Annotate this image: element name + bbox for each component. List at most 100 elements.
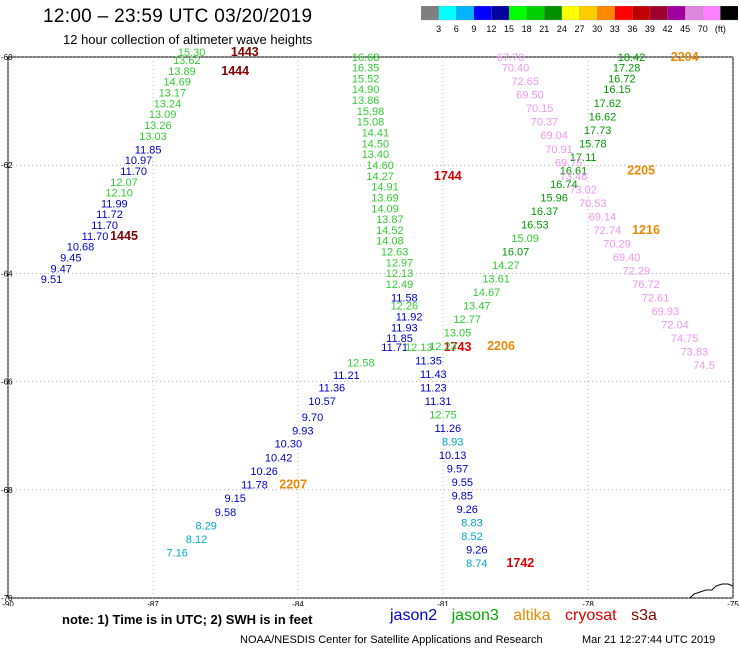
swh-label: 9.45 xyxy=(60,252,81,264)
swh-label: 12.13 xyxy=(405,342,433,354)
pass-id-label: 1443 xyxy=(231,45,259,59)
credit-text: NOAA/NESDIS Center for Satellite Applica… xyxy=(240,634,543,646)
swh-label: 11.26 xyxy=(434,423,461,435)
swh-label: 11.35 xyxy=(415,355,442,367)
swh-label: 11.21 xyxy=(333,370,360,382)
colorbar-label: 27 xyxy=(574,24,584,34)
swh-label: 17.73 xyxy=(584,125,612,137)
swh-label: 76.72 xyxy=(632,279,660,291)
swh-label: 12.77 xyxy=(453,314,481,326)
swh-label: 13.17 xyxy=(159,87,187,99)
pass-id-label: 2204 xyxy=(671,50,699,64)
swh-label: 74.75 xyxy=(671,333,699,345)
swh-label: 15.08 xyxy=(357,117,385,129)
swh-label: 15.52 xyxy=(352,73,380,85)
lat-tick-label: -66 xyxy=(1,378,13,387)
swh-label: 16.15 xyxy=(603,84,631,96)
swh-label: 13.61 xyxy=(482,274,510,286)
swh-label: 8.93 xyxy=(442,436,463,448)
swh-label: 70.15 xyxy=(526,103,554,115)
swh-label: 14.08 xyxy=(376,236,404,248)
swh-label: 13.40 xyxy=(362,149,390,161)
swh-label: 9.47 xyxy=(50,263,71,275)
lat-tick-label: -70 xyxy=(1,594,13,603)
swh-label: 73.02 xyxy=(569,184,597,196)
satellite-legend: jason2 jason3 altika cryosat s3a xyxy=(390,607,667,625)
legend-altika: altika xyxy=(513,607,551,624)
lon-tick-label: -87 xyxy=(147,600,159,606)
swh-label: 14.91 xyxy=(371,182,399,194)
swh-label: 13.47 xyxy=(463,301,491,313)
swh-label: 13.26 xyxy=(144,120,172,132)
swh-label: 10.68 xyxy=(67,242,95,254)
swh-label: 13.24 xyxy=(154,98,182,110)
swh-label: 13.87 xyxy=(376,214,404,226)
pass-id-label: 1742 xyxy=(506,556,534,570)
swh-label: 72.29 xyxy=(623,265,651,277)
swh-label: 14.50 xyxy=(362,138,390,150)
swh-label: 13.03 xyxy=(139,131,167,143)
swh-label: 16.62 xyxy=(589,111,617,123)
swh-label: 70.40 xyxy=(502,63,530,75)
swh-label: 12.58 xyxy=(347,357,375,369)
swh-label: 17.28 xyxy=(613,63,641,75)
swh-label: 16.37 xyxy=(531,206,559,218)
swh-label: 12.26 xyxy=(391,301,419,313)
colorbar-label: 42 xyxy=(663,24,673,34)
swh-label: 9.55 xyxy=(452,477,473,489)
swh-label: 10.26 xyxy=(250,466,278,478)
colorbar-label: 36 xyxy=(627,24,637,34)
swh-label: 9.26 xyxy=(466,545,487,557)
swh-label: 14.27 xyxy=(492,260,520,272)
colorbar-label: 30 xyxy=(592,24,602,34)
colorbar-label: 70 xyxy=(698,24,708,34)
swh-label: 11.85 xyxy=(135,144,162,156)
pass-id-label: 2206 xyxy=(487,339,515,353)
map-subtitle: 12 hour collection of altimeter wave hei… xyxy=(63,32,313,47)
swh-label: 11.36 xyxy=(318,382,345,394)
colorbar-label: 45 xyxy=(680,24,690,34)
swh-label: 69.50 xyxy=(516,90,544,102)
swh-label: 10.42 xyxy=(265,453,293,465)
swh-label: 9.15 xyxy=(224,493,245,505)
swh-label: 14.09 xyxy=(371,203,399,215)
swh-label: 10.30 xyxy=(275,439,303,451)
swh-label: 8.29 xyxy=(195,520,216,532)
swh-label: 69.40 xyxy=(613,252,641,264)
swh-label: 12.10 xyxy=(105,188,133,200)
swh-label: 14.52 xyxy=(376,225,404,237)
swh-label: 9.70 xyxy=(302,412,323,424)
swh-label: 9.51 xyxy=(41,274,62,286)
swh-label: 11.71 xyxy=(381,342,408,354)
swh-label: 14.69 xyxy=(163,77,191,89)
legend-jason3: jason3 xyxy=(451,607,499,624)
legend-jason2: jason2 xyxy=(390,607,438,624)
colorbar-label: 6 xyxy=(454,24,459,34)
swh-label: 18.42 xyxy=(618,52,646,64)
swh-label: 14.27 xyxy=(366,171,394,183)
swh-label: 69.14 xyxy=(589,211,617,223)
swh-label: 14.90 xyxy=(352,84,380,96)
lat-tick-label: -68 xyxy=(1,486,13,495)
swh-label: 70.91 xyxy=(545,144,573,156)
swh-label: 10.57 xyxy=(308,396,336,408)
swh-label: 13.89 xyxy=(168,66,196,78)
lon-tick-label: -84 xyxy=(292,600,304,606)
timestamp-text: Mar 21 12:27:44 UTC 2019 xyxy=(582,634,716,646)
pass-id-label: 1743 xyxy=(444,340,472,354)
swh-label: 11.93 xyxy=(391,322,418,334)
swh-label: 7.16 xyxy=(166,547,187,559)
swh-label: 14.60 xyxy=(366,160,394,172)
swh-label: 15.98 xyxy=(357,106,385,118)
swh-label: 72.61 xyxy=(642,293,670,305)
swh-label: 15.09 xyxy=(511,233,539,245)
swh-label: 16.61 xyxy=(560,165,588,177)
swh-label: 72.04 xyxy=(661,320,689,332)
swh-label: 13.05 xyxy=(444,328,472,340)
pass-id-label: 1445 xyxy=(110,229,138,243)
swh-label: 9.58 xyxy=(215,507,236,519)
swh-label: 11.58 xyxy=(391,293,418,305)
swh-label: 12.63 xyxy=(381,247,409,259)
swh-label: 16.74 xyxy=(550,179,578,191)
colorbar-label: 12 xyxy=(486,24,496,34)
